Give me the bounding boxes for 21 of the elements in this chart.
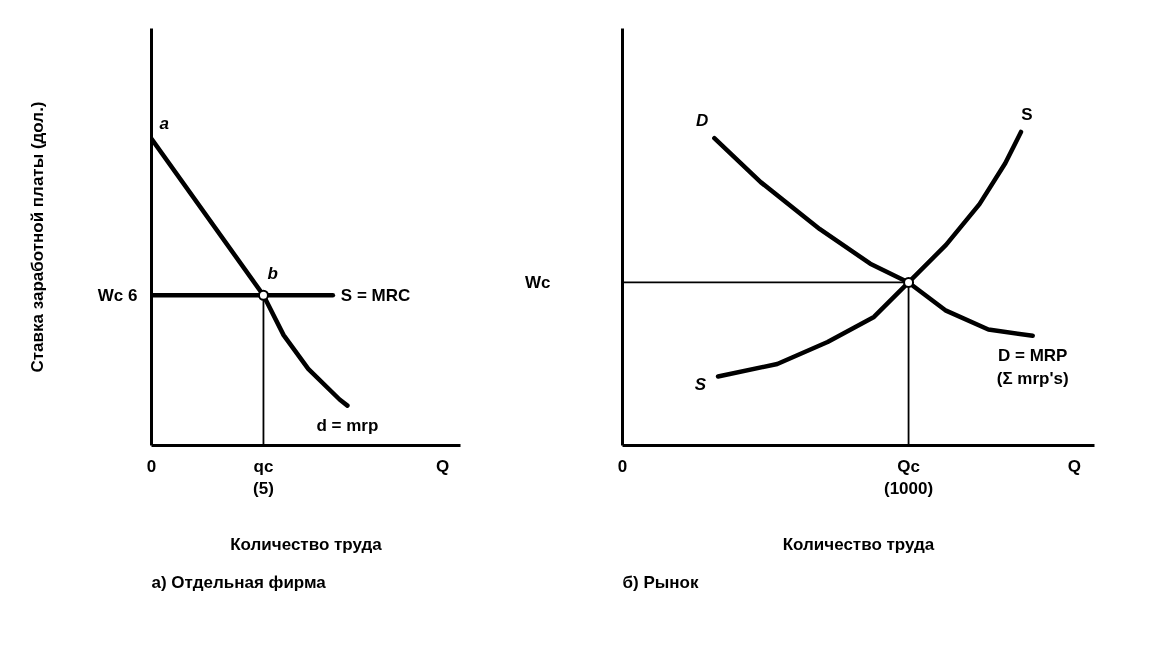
annotation: D xyxy=(696,111,709,131)
x-tick-label: Qc (1000) xyxy=(883,456,934,499)
x-tick-label: Q xyxy=(1067,456,1082,476)
series-label: S xyxy=(1021,104,1033,124)
x-tick-label: 0 xyxy=(146,456,157,476)
series-label: D = MRP (Σ mrp's) xyxy=(996,345,1069,388)
annotation: b xyxy=(267,264,278,284)
series-label: d = mrp xyxy=(316,415,379,435)
text: а) Отдельная фирма xyxy=(151,572,327,592)
y-axis-title: Ставка заработной платы (дол.) xyxy=(27,101,47,373)
series-label: S = MRC xyxy=(340,285,411,305)
x-tick-label: 0 xyxy=(617,456,628,476)
x-axis-title: Количество труда xyxy=(230,535,383,555)
annotation: S xyxy=(694,375,707,395)
text: б) Рынок xyxy=(622,572,699,592)
x-axis-title: Количество труда xyxy=(782,535,935,555)
annotation: a xyxy=(159,113,169,133)
x-tick-label: Q xyxy=(435,456,450,476)
text: Wc xyxy=(525,272,551,292)
x-tick-label: qc (5) xyxy=(253,456,274,499)
text: Wc 6 xyxy=(97,285,138,305)
